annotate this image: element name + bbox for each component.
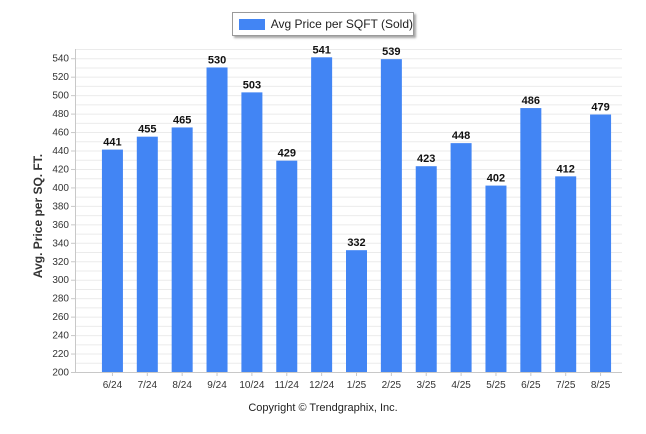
y-tick-label: 400 [52, 183, 69, 194]
y-tick-label: 240 [52, 331, 69, 342]
x-tick-label: 7/25 [556, 380, 576, 391]
data-label: 503 [243, 79, 261, 91]
data-label: 441 [103, 137, 121, 149]
data-label: 539 [382, 46, 400, 58]
data-label: 332 [347, 237, 365, 249]
y-tick-label: 460 [52, 128, 69, 139]
y-tick-label: 300 [52, 275, 69, 286]
x-tick-label: 3/25 [416, 380, 436, 391]
data-label: 423 [417, 153, 435, 165]
bar [276, 160, 298, 372]
x-tick-label: 12/24 [309, 380, 334, 391]
y-tick-label: 360 [52, 220, 69, 231]
x-tick-label: 6/25 [521, 380, 541, 391]
legend-label: Avg Price per SQFT (Sold) [270, 17, 413, 31]
y-tick-label: 420 [52, 164, 69, 175]
y-tick-label: 380 [52, 201, 69, 212]
y-tick-label: 540 [52, 54, 69, 65]
bar [485, 185, 507, 372]
bar [101, 149, 123, 372]
data-label: 402 [487, 173, 505, 185]
y-tick-label: 280 [52, 294, 69, 305]
legend: Avg Price per SQFT (Sold) [232, 12, 414, 36]
y-tick-label: 320 [52, 257, 69, 268]
bar [450, 143, 472, 372]
x-tick-label: 11/24 [275, 380, 300, 391]
x-tick-label: 6/24 [103, 380, 123, 391]
data-label: 479 [591, 102, 609, 114]
x-tick-label: 5/25 [486, 380, 506, 391]
data-label: 530 [208, 54, 226, 66]
y-tick-label: 480 [52, 109, 69, 120]
bar [241, 92, 263, 373]
x-tick-label: 8/24 [172, 380, 192, 391]
data-label: 486 [522, 95, 540, 107]
bar [311, 57, 333, 372]
x-tick-label: 2/25 [382, 380, 402, 391]
y-tick-label: 500 [52, 91, 69, 102]
data-label: 465 [173, 114, 191, 126]
x-tick-label: 8/25 [591, 380, 611, 391]
bar [380, 59, 402, 372]
data-label: 429 [278, 148, 296, 160]
bar [415, 166, 437, 372]
x-tick-label: 4/25 [451, 380, 471, 391]
bar [206, 67, 228, 372]
data-label: 412 [557, 163, 575, 175]
data-label: 541 [312, 44, 330, 56]
y-tick-label: 340 [52, 238, 69, 249]
y-tick-label: 440 [52, 146, 69, 157]
data-label: 448 [452, 130, 470, 142]
x-tick-label: 7/24 [138, 380, 158, 391]
x-tick-label: 1/25 [347, 380, 367, 391]
y-tick-label: 220 [52, 349, 69, 360]
x-tick-label: 10/24 [239, 380, 264, 391]
copyright-footer: Copyright © Trendgraphix, Inc. [248, 402, 398, 414]
bar [520, 108, 542, 372]
y-tick-label: 260 [52, 312, 69, 323]
bar [346, 250, 367, 372]
legend-swatch [239, 18, 265, 30]
y-tick-label: 200 [52, 368, 69, 379]
y-tick-label: 520 [52, 72, 69, 83]
data-label: 455 [138, 124, 156, 136]
bar [590, 114, 612, 372]
bar [171, 127, 193, 372]
bar [555, 176, 577, 372]
y-axis-label: Avg. Price per SQ. FT. [31, 153, 45, 279]
bar [136, 136, 158, 372]
x-tick-label: 9/24 [207, 380, 227, 391]
